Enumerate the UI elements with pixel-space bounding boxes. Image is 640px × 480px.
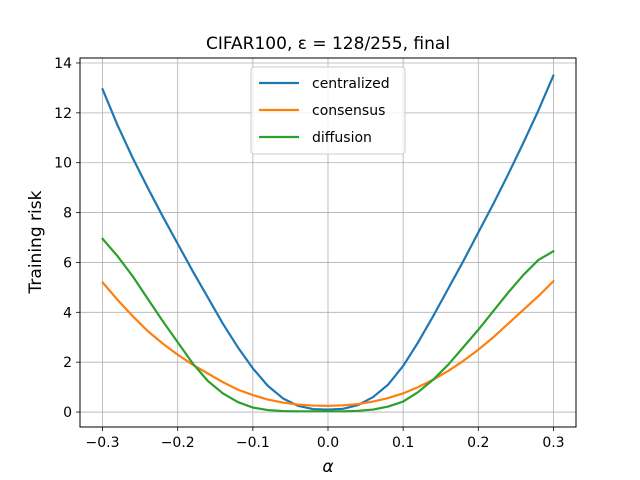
chart-title: CIFAR100, ε = 128/255, final [206,34,450,54]
y-tick-label: 8 [63,206,72,222]
x-ticks: −0.3 −0.2 −0.1 0.0 0.1 0.2 0.3 [86,427,565,451]
x-tick-label: −0.2 [161,435,195,451]
y-tick-label: 10 [54,156,72,172]
x-tick-label: 0.2 [467,435,489,451]
x-tick-label: 0.1 [392,435,414,451]
legend-label-consensus: consensus [312,103,385,119]
x-tick-label: 0.3 [542,435,564,451]
legend-label-centralized: centralized [312,76,390,92]
y-tick-label: 6 [63,255,72,271]
series-lines [101,74,555,413]
legend-box [250,66,406,155]
series-line-consensus [101,280,555,407]
x-tick-label: 0.0 [317,435,339,451]
x-tick-label: −0.1 [236,435,270,451]
legend-label-diffusion: diffusion [312,130,372,146]
series-line-centralized [101,74,555,411]
series-line-diffusion [101,237,555,413]
y-tick-label: 4 [63,305,72,321]
y-ticks: 0 2 4 6 8 10 12 14 [54,56,80,421]
x-tick-label: −0.3 [86,435,120,451]
y-axis-label: Training risk [26,190,46,294]
y-tick-label: 2 [63,355,72,371]
y-tick-label: 0 [63,405,72,421]
legend: centralized consensus diffusion [250,66,406,155]
y-tick-label: 12 [54,106,72,122]
x-axis-label: α [322,457,333,477]
y-tick-label: 14 [54,56,72,72]
